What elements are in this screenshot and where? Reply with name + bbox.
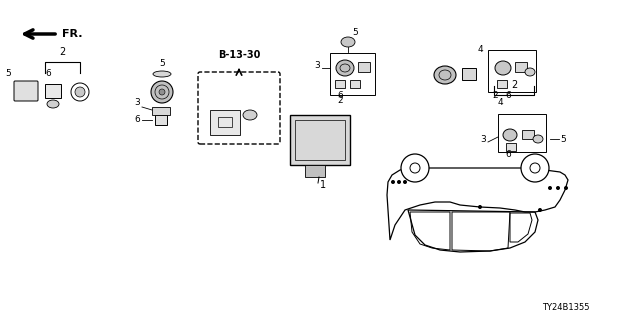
Text: 6: 6 [45,69,51,78]
Circle shape [391,180,395,184]
Ellipse shape [75,87,85,97]
Text: 2: 2 [511,80,517,90]
Text: 6: 6 [337,91,343,100]
Bar [45,84,61,98]
Text: 5: 5 [159,59,165,68]
Text: 5: 5 [560,135,566,144]
Bar [210,110,240,135]
Bar [335,80,345,88]
Bar [350,80,360,88]
Bar [358,62,370,72]
Bar [295,120,345,160]
Text: 3: 3 [480,135,486,144]
Circle shape [556,186,560,190]
Circle shape [530,163,540,173]
Text: 3: 3 [314,61,320,70]
Ellipse shape [153,71,171,77]
Bar [290,115,350,165]
Bar [522,130,534,139]
Circle shape [401,154,429,182]
Ellipse shape [151,81,173,103]
Bar [515,62,527,72]
Text: B-13-30: B-13-30 [218,50,260,60]
Text: 2: 2 [492,91,498,100]
Text: 5: 5 [5,69,11,78]
Ellipse shape [336,60,354,76]
Circle shape [564,186,568,190]
Circle shape [410,163,420,173]
Ellipse shape [47,100,59,108]
Bar [152,107,170,115]
Bar [462,68,476,80]
Text: 6: 6 [134,115,140,124]
Bar [218,117,232,127]
Text: 2: 2 [337,96,343,105]
Text: 4: 4 [497,98,503,107]
Circle shape [397,180,401,184]
Text: FR.: FR. [62,29,83,39]
Ellipse shape [525,68,535,76]
Ellipse shape [533,135,543,143]
FancyBboxPatch shape [14,81,38,101]
Bar [305,165,325,177]
Ellipse shape [243,110,257,120]
Ellipse shape [503,129,517,141]
Circle shape [521,154,549,182]
Ellipse shape [495,61,511,75]
Circle shape [403,180,407,184]
Circle shape [478,205,482,209]
Text: 1: 1 [320,180,326,190]
Text: 3: 3 [134,98,140,107]
Circle shape [538,208,542,212]
Bar [155,115,167,125]
Bar [488,50,536,92]
Ellipse shape [341,37,355,47]
Text: 4: 4 [477,45,483,54]
Bar [498,114,546,152]
Text: TY24B1355: TY24B1355 [543,303,590,312]
Text: 6: 6 [505,91,511,100]
Circle shape [548,186,552,190]
Text: 5: 5 [352,28,358,37]
Bar [330,53,375,95]
Text: 2: 2 [60,47,66,57]
Ellipse shape [434,66,456,84]
Bar [506,143,516,151]
Text: 6: 6 [505,150,511,159]
Bar [497,80,507,88]
Ellipse shape [159,89,165,95]
